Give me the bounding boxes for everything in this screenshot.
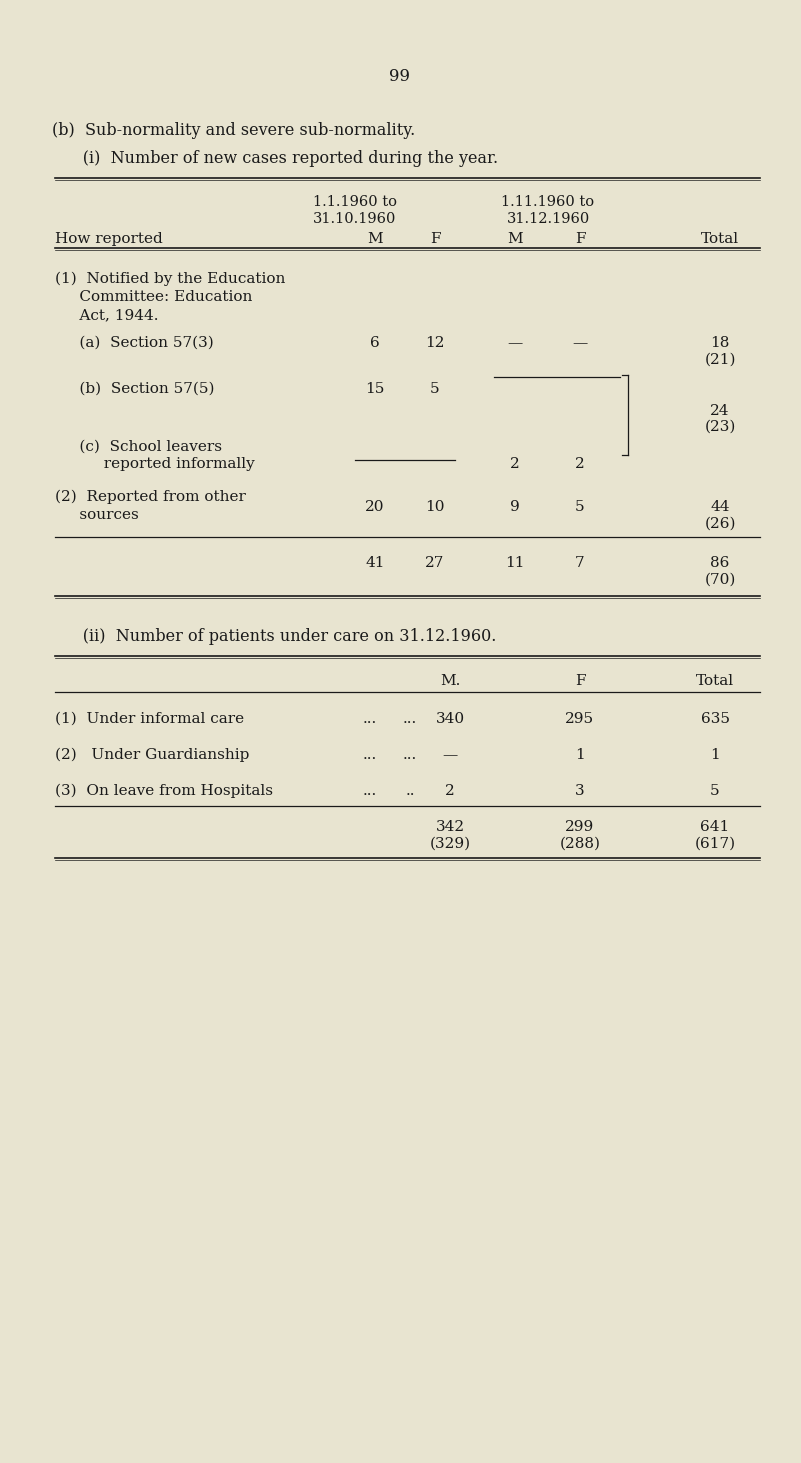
Text: 340: 340 [436,712,465,726]
Text: 2: 2 [445,784,455,797]
Text: 1: 1 [575,748,585,762]
Text: (2)  Reported from other: (2) Reported from other [55,490,246,505]
Text: —: — [573,336,588,350]
Text: 41: 41 [365,556,384,571]
Text: M: M [367,233,383,246]
Text: (23): (23) [704,420,735,435]
Text: 31.10.1960: 31.10.1960 [313,212,396,225]
Text: F: F [575,674,586,688]
Text: (a)  Section 57(3): (a) Section 57(3) [55,336,214,350]
Text: (288): (288) [560,837,601,851]
Text: 11: 11 [505,556,525,571]
Text: 641: 641 [700,819,730,834]
Text: (329): (329) [429,837,470,851]
Text: (70): (70) [704,573,735,587]
Text: 31.12.1960: 31.12.1960 [506,212,590,225]
Text: 2: 2 [575,456,585,471]
Text: 635: 635 [701,712,730,726]
Text: (ii)  Number of patients under care on 31.12.1960.: (ii) Number of patients under care on 31… [52,628,497,645]
Text: reported informally: reported informally [55,456,255,471]
Text: 6: 6 [370,336,380,350]
Text: 5: 5 [575,500,585,514]
Text: (21): (21) [704,353,736,367]
Text: 44: 44 [710,500,730,514]
Text: (c)  School leavers: (c) School leavers [55,440,222,454]
Text: (2)   Under Guardianship: (2) Under Guardianship [55,748,249,762]
Text: M: M [507,233,523,246]
Text: M.: M. [440,674,461,688]
Text: (3)  On leave from Hospitals: (3) On leave from Hospitals [55,784,273,799]
Text: (26): (26) [704,516,736,531]
Text: Total: Total [696,674,734,688]
Text: F: F [430,233,441,246]
Text: 9: 9 [510,500,520,514]
Text: 5: 5 [710,784,720,797]
Text: —: — [442,748,457,762]
Text: 99: 99 [389,67,410,85]
Text: 10: 10 [425,500,445,514]
Text: (617): (617) [694,837,735,851]
Text: ...: ... [363,748,377,762]
Text: (i)  Number of new cases reported during the year.: (i) Number of new cases reported during … [52,151,498,167]
Text: Act, 1944.: Act, 1944. [55,309,159,322]
Text: sources: sources [55,508,139,522]
Text: 1.11.1960 to: 1.11.1960 to [501,195,594,209]
Text: 295: 295 [566,712,594,726]
Text: ...: ... [363,712,377,726]
Text: (1)  Under informal care: (1) Under informal care [55,712,244,726]
Text: 15: 15 [365,382,384,396]
Text: 86: 86 [710,556,730,571]
Text: ..: .. [405,784,415,797]
Text: (b)  Sub-normality and severe sub-normality.: (b) Sub-normality and severe sub-normali… [52,121,415,139]
Text: 20: 20 [365,500,384,514]
Text: 299: 299 [566,819,594,834]
Text: 1: 1 [710,748,720,762]
Text: ...: ... [363,784,377,797]
Text: Committee: Education: Committee: Education [55,290,252,304]
Text: (b)  Section 57(5): (b) Section 57(5) [55,382,215,396]
Text: How reported: How reported [55,233,163,246]
Text: (1)  Notified by the Education: (1) Notified by the Education [55,272,285,287]
Text: 7: 7 [575,556,585,571]
Text: 3: 3 [575,784,585,797]
Text: 12: 12 [425,336,445,350]
Text: 1.1.1960 to: 1.1.1960 to [313,195,397,209]
Text: 342: 342 [436,819,465,834]
Text: 18: 18 [710,336,730,350]
Text: —: — [507,336,522,350]
Text: 27: 27 [425,556,445,571]
Text: F: F [575,233,586,246]
Text: 2: 2 [510,456,520,471]
Text: ...: ... [403,712,417,726]
Text: ...: ... [403,748,417,762]
Text: Total: Total [701,233,739,246]
Text: 5: 5 [430,382,440,396]
Text: 24: 24 [710,404,730,418]
